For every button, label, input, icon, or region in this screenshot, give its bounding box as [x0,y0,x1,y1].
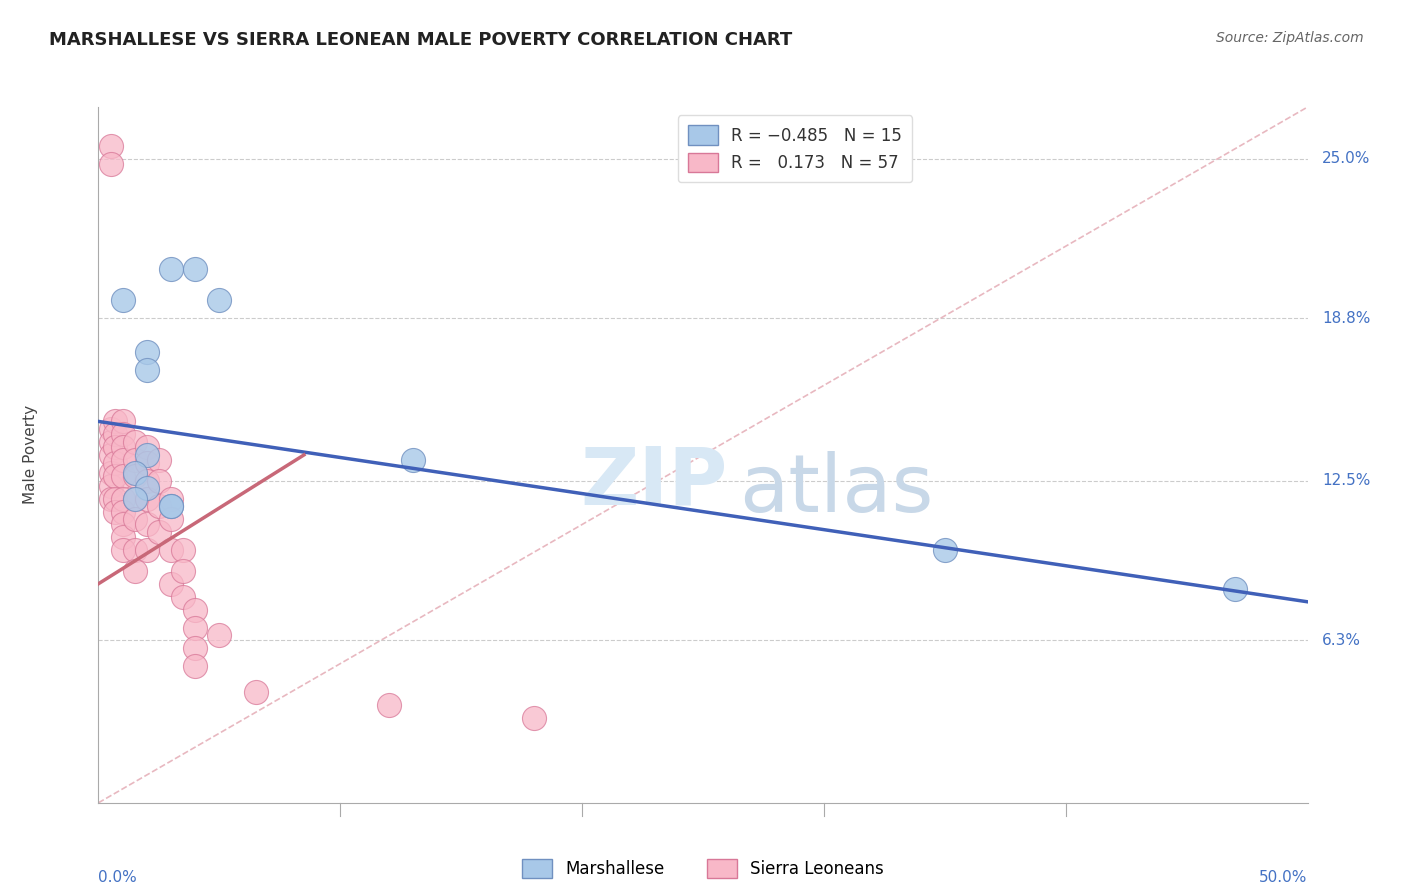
Text: 12.5%: 12.5% [1322,473,1371,488]
Point [111,440,134,454]
Point [184,602,207,616]
Point [135,491,157,506]
Point [111,505,134,519]
Point [135,363,157,377]
Point [124,491,146,506]
Point [100,448,122,462]
Point [208,628,231,642]
Point [160,543,183,558]
Point [160,491,183,506]
Point [111,453,134,467]
Text: 6.3%: 6.3% [1322,633,1361,648]
Point [172,564,194,578]
Text: Male Poverty: Male Poverty [22,405,38,505]
Point [104,505,127,519]
Point [135,482,157,496]
Text: ZIP: ZIP [579,443,727,522]
Point [135,448,157,462]
Point [104,440,127,454]
Point [148,525,170,540]
Text: Source: ZipAtlas.com: Source: ZipAtlas.com [1216,31,1364,45]
Text: atlas: atlas [740,450,934,529]
Point [172,590,194,604]
Point [160,512,183,526]
Point [184,641,207,656]
Point [100,466,122,480]
Point [160,262,183,277]
Point [184,262,207,277]
Point [1223,582,1246,596]
Point [111,530,134,544]
Point [160,500,183,514]
Point [184,621,207,635]
Point [934,543,956,558]
Point [402,453,425,467]
Point [111,293,134,308]
Point [100,138,122,153]
Point [100,422,122,436]
Point [124,453,146,467]
Point [111,543,134,558]
Point [100,491,122,506]
Point [111,427,134,442]
Point [208,293,231,308]
Point [111,491,134,506]
Point [135,344,157,359]
Point [111,414,134,428]
Point [104,456,127,470]
Point [148,500,170,514]
Point [135,456,157,470]
Point [124,491,146,506]
Point [523,711,546,725]
Point [184,659,207,673]
Point [100,157,122,171]
Text: 25.0%: 25.0% [1322,151,1371,166]
Point [104,491,127,506]
Point [111,468,134,483]
Point [124,468,146,483]
Point [160,576,183,591]
Point [160,500,183,514]
Point [100,479,122,493]
Point [135,440,157,454]
Point [104,468,127,483]
Legend: Marshallese, Sierra Leoneans: Marshallese, Sierra Leoneans [516,853,890,885]
Point [124,543,146,558]
Point [104,427,127,442]
Point [377,698,399,712]
Point [135,543,157,558]
Point [124,435,146,450]
Point [111,517,134,532]
Point [124,564,146,578]
Point [124,466,146,480]
Point [245,685,267,699]
Point [148,453,170,467]
Point [100,435,122,450]
Text: 18.8%: 18.8% [1322,310,1371,326]
Point [135,517,157,532]
Point [148,474,170,488]
Text: 50.0%: 50.0% [1260,870,1308,885]
Point [104,414,127,428]
Text: MARSHALLESE VS SIERRA LEONEAN MALE POVERTY CORRELATION CHART: MARSHALLESE VS SIERRA LEONEAN MALE POVER… [49,31,793,49]
Text: 0.0%: 0.0% [98,870,138,885]
Point [124,512,146,526]
Point [172,543,194,558]
Point [135,474,157,488]
